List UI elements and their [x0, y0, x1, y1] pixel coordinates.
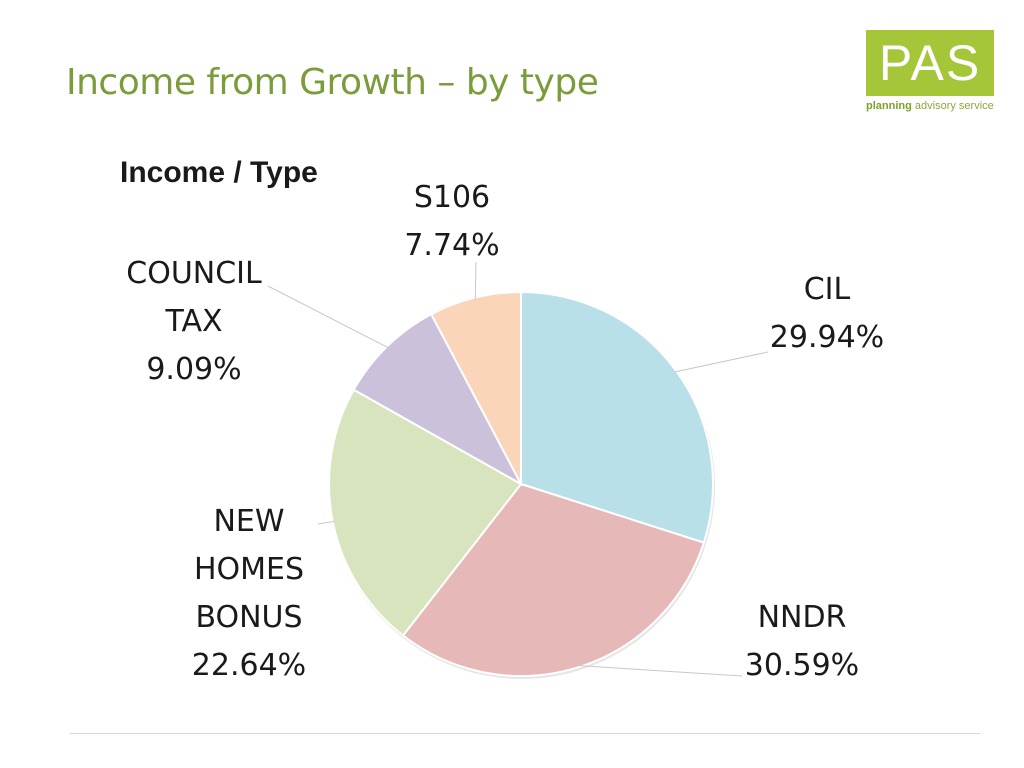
label-nndr: NNDR 30.59% [736, 594, 868, 690]
label-cil: CIL 29.94% [766, 266, 888, 362]
chart-title: Income / Type [120, 156, 318, 189]
pie-slice-nndr [401, 482, 706, 677]
label-nhb-pct: 22.64% [191, 648, 307, 683]
logo-mark: PAS [866, 30, 994, 96]
pie-slice-council-tax [352, 312, 524, 487]
label-s106-name: S106 [413, 180, 491, 215]
logo-tagline: planning advisory service [866, 100, 998, 112]
label-cil-name: CIL [803, 272, 851, 307]
footer-divider [70, 733, 980, 734]
logo-tagline-rest: advisory service [914, 100, 994, 112]
leader-line-new-homes-bonus [317, 520, 335, 525]
label-new-homes-bonus: NEW HOMES BONUS 22.64% [178, 498, 320, 690]
label-ct-pct: 9.09% [146, 352, 242, 387]
label-s106-pct: 7.74% [404, 228, 500, 263]
label-nndr-pct: 30.59% [744, 648, 860, 683]
logo-tagline-bold: planning [866, 100, 912, 112]
slide-title: Income from Growth – by type [66, 62, 599, 103]
label-ct-line1: COUNCIL [126, 256, 262, 291]
leader-line-s106 [474, 261, 477, 300]
label-s106: S106 7.74% [396, 174, 508, 270]
label-cil-pct: 29.94% [769, 320, 885, 355]
label-ct-line2: TAX [165, 304, 223, 339]
pie-slice-s106 [429, 290, 522, 485]
leader-line-council-tax [267, 285, 389, 349]
label-nhb-line2: HOMES [193, 552, 305, 587]
label-nhb-line3: BONUS [195, 600, 303, 635]
leader-line-cil [674, 351, 769, 373]
label-nhb-line1: NEW [213, 504, 285, 539]
pas-logo: PAS planning advisory service [866, 30, 998, 112]
pie-slice-cil [520, 290, 714, 544]
leader-line-nndr [577, 665, 743, 677]
label-council-tax: COUNCIL TAX 9.09% [116, 250, 272, 394]
label-nndr-name: NNDR [757, 600, 847, 635]
